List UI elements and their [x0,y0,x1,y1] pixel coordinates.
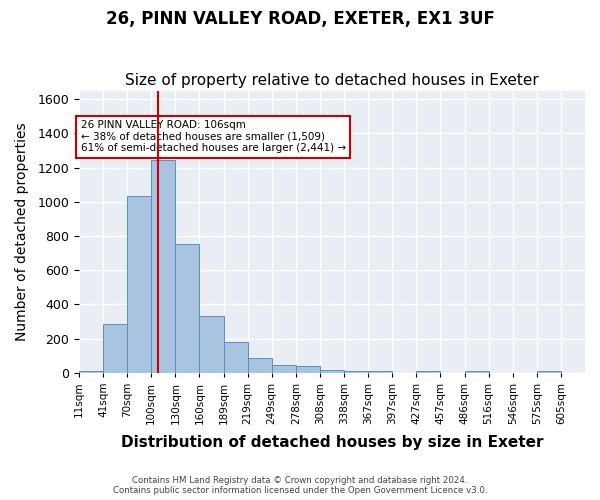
Bar [224,342,248,372]
Text: Contains HM Land Registry data © Crown copyright and database right 2024.
Contai: Contains HM Land Registry data © Crown c… [113,476,487,495]
Y-axis label: Number of detached properties: Number of detached properties [15,122,29,341]
Bar [79,371,103,372]
Bar [248,358,272,372]
Text: 26 PINN VALLEY ROAD: 106sqm
← 38% of detached houses are smaller (1,509)
61% of : 26 PINN VALLEY ROAD: 106sqm ← 38% of det… [80,120,346,154]
Bar [296,366,320,372]
Bar [537,370,561,372]
Bar [368,370,392,372]
Bar [151,160,175,372]
Title: Size of property relative to detached houses in Exeter: Size of property relative to detached ho… [125,73,539,88]
X-axis label: Distribution of detached houses by size in Exeter: Distribution of detached houses by size … [121,435,543,450]
Bar [199,316,224,372]
Bar [344,370,368,372]
Text: 26, PINN VALLEY ROAD, EXETER, EX1 3UF: 26, PINN VALLEY ROAD, EXETER, EX1 3UF [106,10,494,28]
Bar [416,370,440,372]
Bar [272,364,296,372]
Bar [127,196,151,372]
Bar [103,324,127,372]
Bar [175,244,199,372]
Bar [320,370,344,372]
Bar [464,371,488,372]
